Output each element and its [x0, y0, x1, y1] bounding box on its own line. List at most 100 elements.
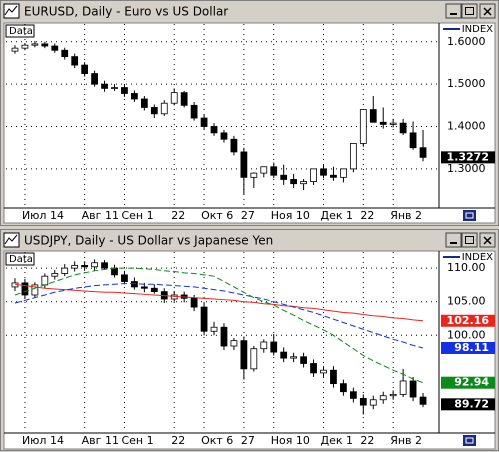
candle-body: [240, 151, 248, 178]
x-tick-label: Ноя 10: [271, 434, 310, 447]
candle-body: [121, 274, 128, 282]
maximize-button[interactable]: [461, 3, 478, 19]
title-bar: [2, 2, 497, 21]
candle-body: [81, 265, 89, 268]
candle-body: [340, 168, 347, 178]
candle-body: [300, 181, 307, 185]
candle-body: [250, 348, 258, 370]
minimize-button[interactable]: [445, 232, 462, 248]
y-tick-label: 105.00: [447, 295, 486, 308]
candle-body: [101, 262, 108, 269]
window: USDJPY, Daily - US Dollar vs Japanese Ye…: [0, 229, 499, 451]
candle-body: [369, 109, 377, 123]
last-price-box: [441, 398, 495, 411]
candle-body: [81, 64, 89, 74]
ma-price-box: [441, 376, 495, 389]
candle-body: [200, 306, 208, 332]
candle-body: [260, 166, 268, 174]
x-tick-label: Янв 2: [390, 209, 422, 222]
candle-body: [41, 43, 49, 47]
x-tick-label: 27: [241, 209, 255, 222]
candle-body: [290, 356, 298, 359]
ma-price-label: 92.94: [454, 376, 489, 389]
ma-line: [14, 267, 424, 384]
candle-body: [290, 179, 298, 185]
y-tick-label: 1.4000: [447, 120, 486, 133]
candle-body: [260, 341, 268, 350]
x-tick-label: 22: [360, 209, 374, 222]
ma-price-label: 102.16: [447, 314, 490, 327]
data-label: Data: [9, 26, 33, 37]
close-button[interactable]: [479, 232, 496, 248]
candle-body: [330, 369, 337, 385]
candle-body: [111, 267, 118, 276]
candle-body: [210, 126, 218, 134]
candle-body: [310, 363, 317, 374]
candle-body: [21, 44, 29, 49]
candle-body: [190, 104, 198, 119]
ma-price-label: 98.11: [454, 341, 489, 354]
x-tick-label: Авг 11: [82, 209, 119, 222]
index-label: INDEX: [462, 24, 493, 35]
candle-body: [71, 265, 79, 269]
ma-line: [14, 283, 424, 349]
candle-body: [240, 340, 248, 370]
y-tick-label: 1.6000: [447, 35, 486, 48]
candle-body: [131, 281, 138, 288]
candle-body: [61, 267, 69, 274]
x-tick-label: Окт 6: [201, 434, 233, 447]
candle-body: [150, 107, 158, 115]
candle-body: [409, 132, 417, 149]
x-tick-label: Янв 2: [390, 434, 422, 447]
close-button[interactable]: [479, 3, 496, 19]
candle-body: [300, 356, 307, 364]
candle-body: [140, 286, 148, 289]
candle-body: [389, 393, 397, 397]
index-box: [443, 253, 493, 261]
candle-body: [190, 297, 198, 308]
candle-body: [31, 284, 39, 296]
candle-body: [359, 398, 367, 406]
candle-body: [51, 45, 59, 51]
y-tick-label: 110.00: [447, 261, 486, 274]
candle-body: [180, 92, 188, 106]
candle-body: [220, 132, 228, 140]
candle-body: [280, 174, 288, 180]
candle-body: [270, 166, 278, 176]
y-tick-label: 100.00: [447, 328, 486, 341]
candle-body: [320, 168, 327, 176]
candle-body: [230, 340, 238, 347]
candle-body: [230, 138, 238, 153]
candle-body: [270, 341, 278, 353]
candle-body: [111, 87, 118, 89]
ma-price-box: [441, 341, 495, 354]
minimize-button[interactable]: [445, 3, 462, 19]
axis-icon[interactable]: [463, 435, 476, 446]
candle-body: [409, 380, 417, 398]
data-box: [5, 24, 35, 38]
app-icon: [3, 232, 20, 248]
data-label: Data: [9, 254, 33, 265]
window-title: EURUSD, Daily - Euro vs US Dollar: [24, 5, 228, 19]
candle-body: [91, 262, 98, 268]
x-tick-label: Авг 11: [82, 434, 119, 447]
candle-body: [310, 168, 317, 182]
x-tick-label: 27: [241, 434, 255, 447]
candle-body: [11, 47, 19, 52]
candle-body: [140, 98, 148, 108]
index-box: [443, 25, 493, 33]
window-title: USDJPY, Daily - US Dollar vs Japanese Ye…: [24, 234, 273, 248]
candle-body: [349, 143, 357, 170]
axis-icon[interactable]: [463, 210, 476, 221]
x-tick-label: Сен 1: [121, 209, 153, 222]
candle-body: [170, 294, 178, 300]
x-tick-label: Дек 1: [321, 209, 354, 222]
candle-body: [399, 122, 407, 134]
index-label: INDEX: [462, 252, 493, 263]
ma-line: [14, 283, 424, 322]
chart-pane: [3, 22, 496, 224]
ma-price-box: [441, 314, 495, 327]
maximize-button[interactable]: [461, 232, 478, 248]
x-tick-label: Дек 1: [321, 434, 354, 447]
